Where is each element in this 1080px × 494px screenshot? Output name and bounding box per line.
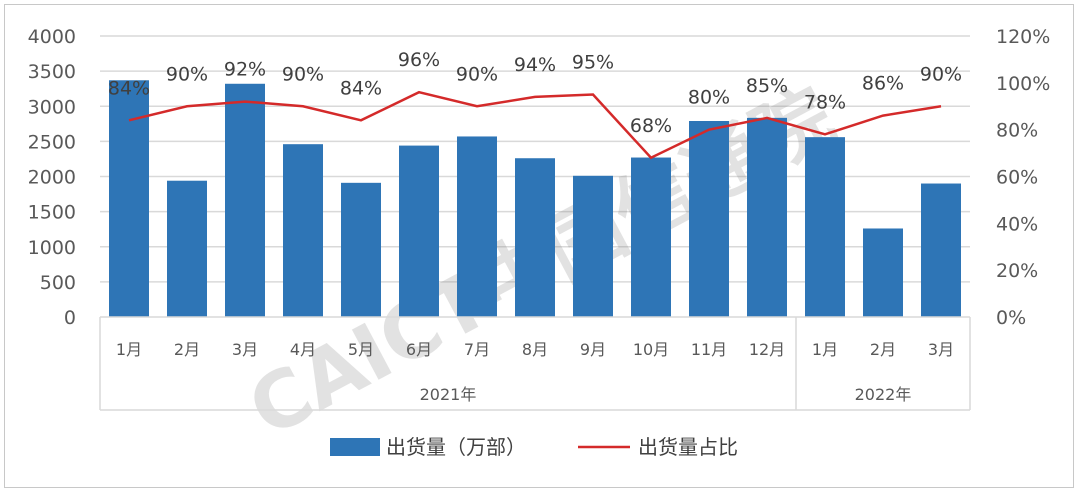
group-label: 2022年 [855,385,912,404]
data-label: 78% [804,91,846,113]
legend-bar-label: 出货量（万部） [386,435,526,459]
category-label: 1月 [116,340,142,359]
category-label: 10月 [633,340,669,359]
category-label: 2月 [870,340,896,359]
right-tick-label: 40% [996,213,1038,235]
right-tick-label: 20% [996,260,1038,282]
category-label: 3月 [232,340,258,359]
category-label: 6月 [406,340,432,359]
right-tick-label: 120% [996,26,1050,48]
data-label: 94% [514,54,556,76]
left-tick-label: 500 [40,272,76,294]
left-tick-label: 2000 [28,167,76,189]
category-label: 4月 [290,340,316,359]
share-line [128,90,942,160]
data-label: 96% [398,49,440,71]
bar [283,144,323,317]
data-label: 90% [920,63,962,85]
bar [689,121,729,317]
left-tick-label: 0 [64,307,76,329]
bar [167,180,207,317]
category-label: 12月 [749,340,785,359]
data-label: 95% [572,52,614,74]
category-label: 11月 [691,340,727,359]
bar [747,117,787,317]
legend-line-label: 出货量占比 [638,435,738,459]
bar [341,182,381,317]
left-tick-label: 1000 [28,237,76,259]
bar [631,157,671,317]
right-tick-label: 80% [996,120,1038,142]
bar [225,83,265,318]
data-label: 86% [862,73,904,95]
category-label: 9月 [580,340,606,359]
category-label: 8月 [522,340,548,359]
right-tick-label: 100% [996,73,1050,95]
right-tick-label: 0% [996,307,1026,329]
left-tick-label: 1500 [28,202,76,224]
category-label: 7月 [464,340,490,359]
data-label: 90% [282,63,324,85]
left-tick-label: 3000 [28,96,76,118]
category-label: 1月 [812,340,838,359]
data-label: 84% [340,77,382,99]
bar [573,175,613,317]
bar [805,137,845,317]
group-label: 2021年 [420,385,477,404]
data-label: 85% [746,75,788,97]
left-tick-label: 2500 [28,131,76,153]
chart-frame [4,4,1074,488]
data-label: 90% [456,63,498,85]
category-label: 3月 [928,340,954,359]
right-tick-label: 60% [996,167,1038,189]
data-label: 92% [224,59,266,81]
data-label: 80% [688,87,730,109]
bar [863,228,903,317]
legend-bar-swatch [330,438,380,456]
data-label: 68% [630,115,672,137]
bar [457,136,497,317]
data-label: 90% [166,63,208,85]
bar [921,183,961,317]
category-label: 5月 [348,340,374,359]
data-label: 84% [108,77,150,99]
left-tick-label: 4000 [28,26,76,48]
left-tick-label: 3500 [28,61,76,83]
bar [515,158,555,317]
bar [399,145,439,317]
category-label: 2月 [174,340,200,359]
